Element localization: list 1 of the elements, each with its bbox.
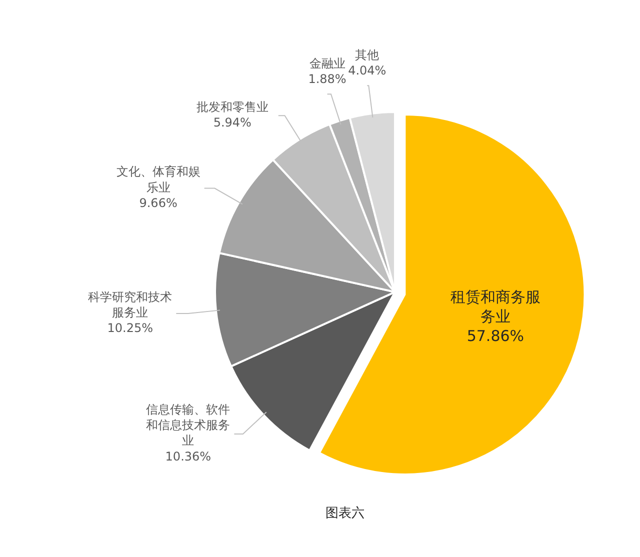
- annotation: 图表六: [326, 506, 364, 521]
